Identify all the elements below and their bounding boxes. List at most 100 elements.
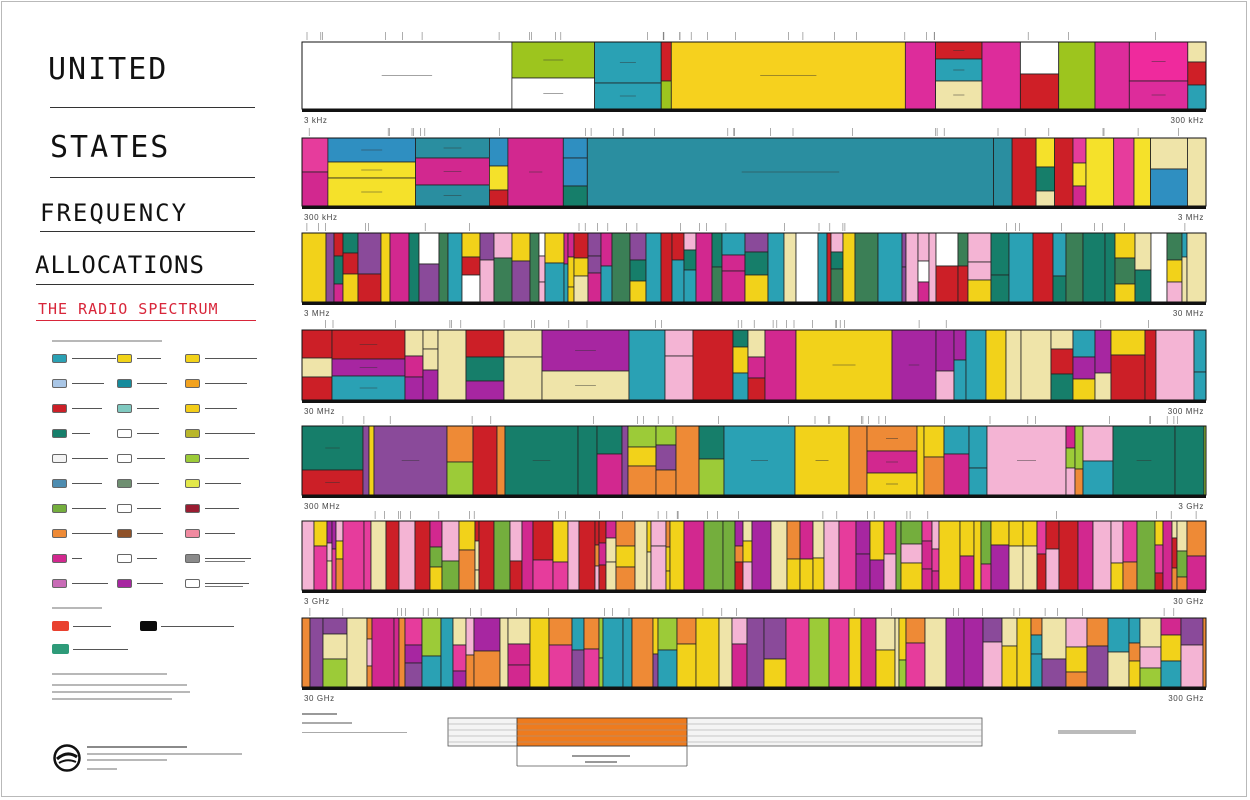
- allocation-block: [577, 425, 598, 496]
- allocation-block: [799, 520, 814, 560]
- allocation-block: [1041, 617, 1067, 660]
- allocation-block: [596, 453, 623, 496]
- allocation-block: [333, 232, 344, 257]
- allocation-block: [611, 232, 631, 303]
- legend-label-line: [137, 408, 159, 409]
- allocation-block: [657, 649, 678, 688]
- allocation-block: [935, 232, 959, 267]
- allocation-block: [711, 232, 723, 268]
- allocation-block: [342, 273, 359, 303]
- allocation-block: [1154, 520, 1164, 546]
- allocation-block: [461, 274, 481, 303]
- allocation-block: [660, 232, 673, 303]
- allocation-block: [370, 520, 387, 591]
- allocation-block: [615, 545, 636, 568]
- allocation-block: [660, 41, 672, 82]
- allocation-block: [447, 232, 463, 303]
- allocation-block: [1193, 371, 1207, 401]
- allocation-block: [830, 268, 844, 303]
- allocation-block: [573, 232, 589, 259]
- allocation-block: [418, 263, 440, 303]
- legend-swatch: [185, 504, 200, 513]
- allocation-block: [1065, 617, 1088, 648]
- legend-label-line: [72, 433, 90, 434]
- allocation-block: [594, 520, 600, 546]
- allocation-block: [1035, 137, 1055, 168]
- allocation-block: [943, 453, 970, 496]
- allocation-block: [548, 617, 573, 646]
- allocation-block: [923, 456, 945, 496]
- allocation-block: [438, 232, 449, 303]
- allocation-block: [783, 232, 797, 303]
- allocation-block: [629, 280, 647, 303]
- allocation-block: [900, 520, 923, 545]
- allocation-block: [1072, 356, 1096, 380]
- allocation-block: [333, 283, 344, 303]
- allocation-block: [650, 520, 667, 547]
- band-start-label: 30 GHz: [304, 694, 335, 703]
- allocation-block: [990, 520, 1010, 546]
- allocation-block: [408, 232, 420, 303]
- allocation-block: [627, 425, 657, 448]
- allocation-block: [573, 257, 589, 277]
- allocation-block: [904, 41, 936, 110]
- allocation-block: [478, 520, 495, 591]
- allocation-block: [1160, 617, 1182, 636]
- allocation-block: [923, 425, 945, 458]
- allocation-block: [953, 329, 967, 361]
- allocation-block: [953, 359, 967, 401]
- legend-label-line: [137, 458, 165, 459]
- allocation-block: [957, 232, 969, 267]
- allocation-block: [746, 617, 765, 688]
- allocation-block: [322, 658, 348, 688]
- allocation-block: [322, 633, 348, 660]
- allocation-block: [1082, 460, 1114, 496]
- allocation-block: [1104, 232, 1116, 303]
- allocation-block: [838, 520, 857, 591]
- allocation-block: [1166, 232, 1183, 261]
- allocation-block: [943, 425, 970, 455]
- allocation-block: [461, 232, 481, 258]
- allocation-block: [763, 658, 787, 688]
- allocation-block: [900, 543, 923, 564]
- allocation-block: [959, 555, 975, 591]
- allocation-block: [1166, 281, 1183, 303]
- allocation-block: [1030, 634, 1043, 655]
- allocation-block: [671, 232, 685, 261]
- allocation-block: [461, 256, 481, 276]
- allocation-block: [875, 649, 896, 688]
- legend-label-line: [205, 583, 249, 584]
- legend-label-line: [137, 483, 159, 484]
- allocation-block: [854, 232, 879, 303]
- allocation-block: [652, 653, 659, 688]
- allocation-block: [990, 232, 1010, 276]
- allocation-block: [883, 520, 897, 555]
- legend-swatch: [117, 554, 132, 563]
- band-start-label: 3 kHz: [304, 116, 327, 125]
- activity-swatch: [52, 621, 69, 631]
- footnote-line: [1058, 730, 1136, 734]
- allocation-block: [1074, 468, 1084, 496]
- allocation-block: [664, 355, 694, 401]
- allocation-block: [963, 617, 984, 688]
- allocation-block: [335, 520, 344, 542]
- allocation-block: [521, 520, 534, 591]
- activity-label-line: [161, 626, 234, 627]
- allocation-block: [587, 232, 602, 257]
- allocation-block: [493, 520, 511, 591]
- allocation-block: [631, 617, 654, 688]
- allocation-block: [301, 329, 333, 359]
- allocation-block: [1020, 41, 1060, 75]
- allocation-block: [993, 137, 1013, 207]
- allocation-block: [326, 520, 333, 544]
- allocation-block: [544, 232, 565, 264]
- allocation-block: [629, 232, 647, 261]
- allocation-block: [571, 649, 585, 688]
- allocation-block: [452, 617, 467, 646]
- allocation-block: [828, 617, 850, 688]
- allocation-block: [742, 520, 753, 542]
- allocation-block: [1022, 545, 1038, 591]
- allocation-block: [1001, 645, 1018, 688]
- allocation-block: [990, 274, 1010, 303]
- allocation-block: [657, 617, 678, 651]
